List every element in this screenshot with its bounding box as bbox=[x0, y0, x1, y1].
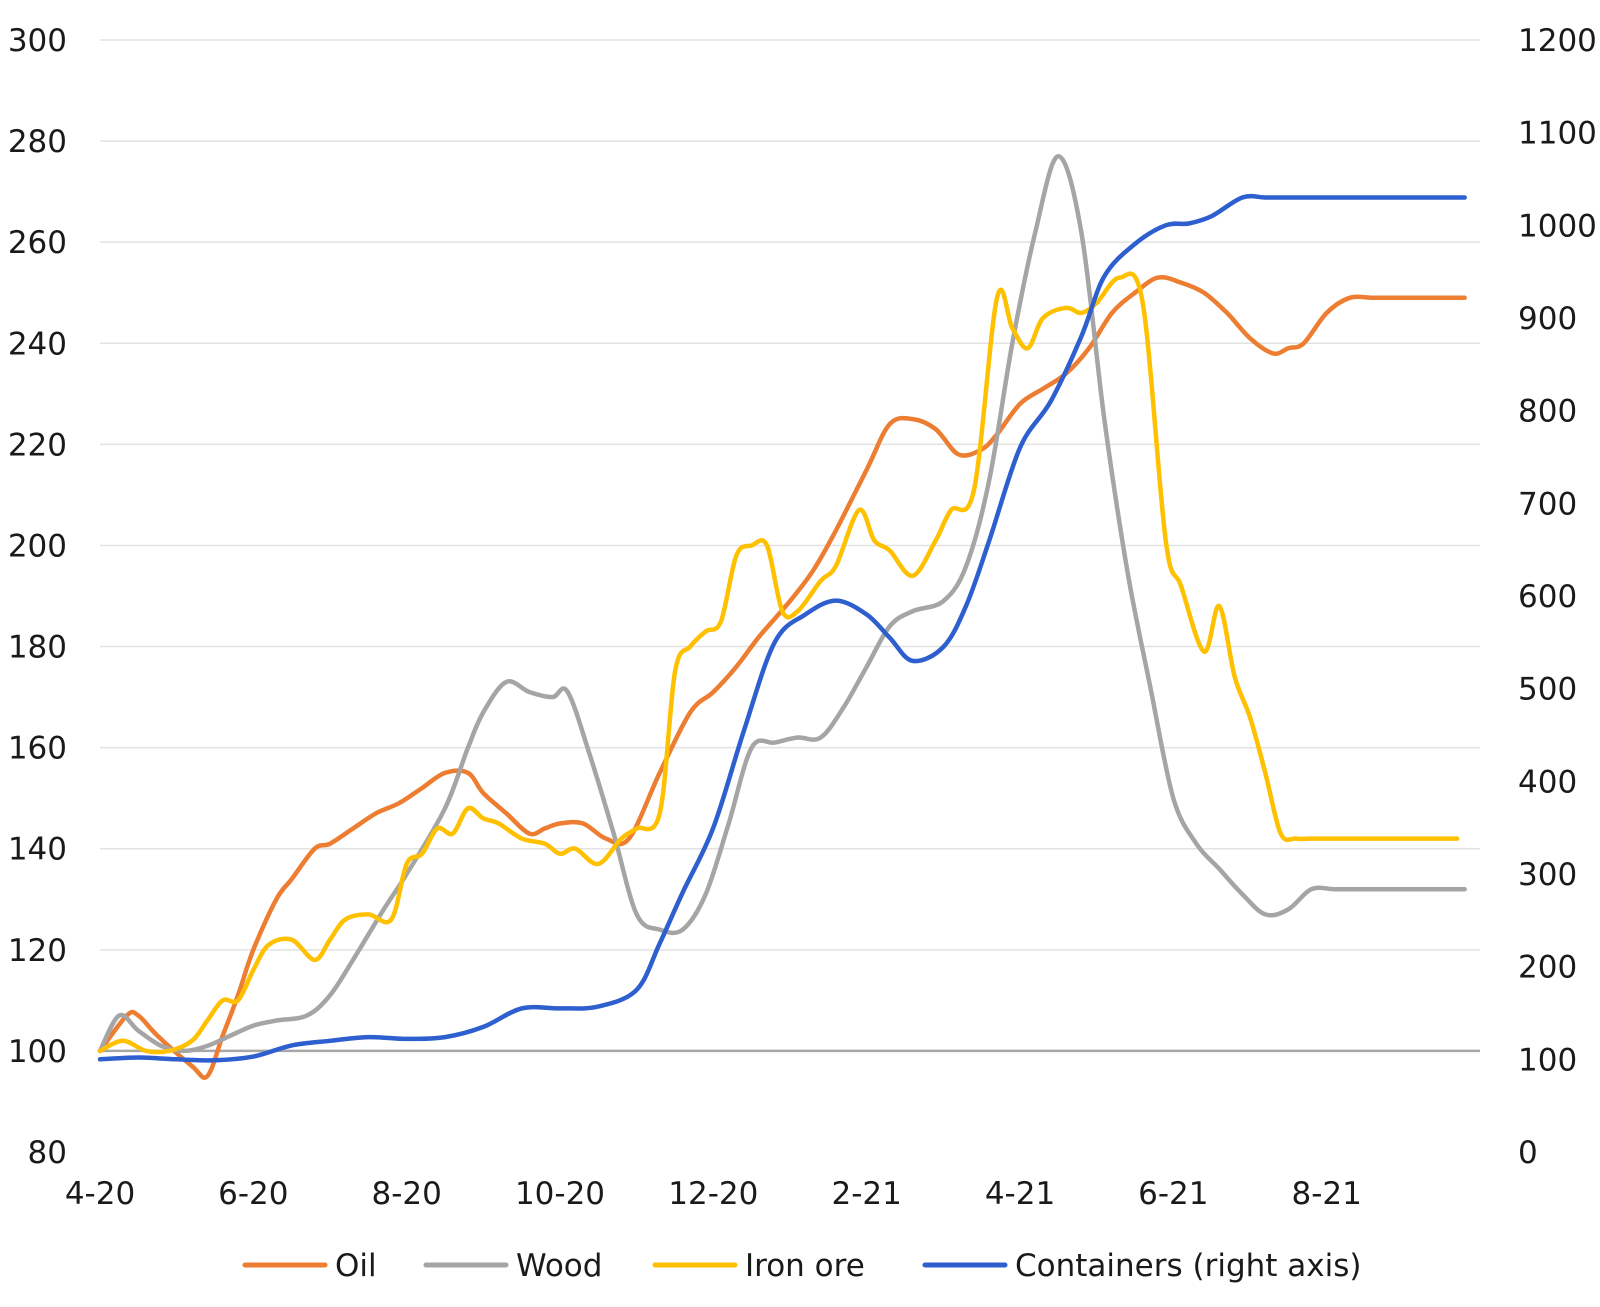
right-tick-label-600: 600 bbox=[1518, 579, 1577, 615]
left-tick-label-300: 300 bbox=[8, 23, 67, 59]
left-tick-label-140: 140 bbox=[8, 832, 67, 868]
x-tick-label-6-20: 6-20 bbox=[218, 1176, 288, 1212]
left-tick-label-260: 260 bbox=[8, 225, 67, 261]
legend-label-containers-right-axis: Containers (right axis) bbox=[1015, 1248, 1361, 1284]
right-tick-label-500: 500 bbox=[1518, 672, 1577, 708]
x-tick-label-4-21: 4-21 bbox=[985, 1176, 1055, 1212]
x-tick-label-4-20: 4-20 bbox=[65, 1176, 135, 1212]
right-tick-label-1000: 1000 bbox=[1518, 208, 1597, 244]
right-tick-label-300: 300 bbox=[1518, 857, 1577, 893]
series-line-iron-ore bbox=[97, 271, 1460, 1055]
x-tick-label-6-21: 6-21 bbox=[1138, 1176, 1208, 1212]
right-tick-label-1200: 1200 bbox=[1518, 23, 1597, 59]
right-tick-label-1100: 1100 bbox=[1518, 116, 1597, 152]
left-tick-label-280: 280 bbox=[8, 124, 67, 160]
legend-label-oil: Oil bbox=[335, 1248, 377, 1284]
right-tick-label-200: 200 bbox=[1518, 950, 1577, 986]
x-tick-label-10-20: 10-20 bbox=[515, 1176, 605, 1212]
legend-label-wood: Wood bbox=[516, 1248, 602, 1284]
series-line-wood bbox=[97, 154, 1467, 1054]
left-y-axis: 80 100 120 140 160 180 200 220 240 260 280 300 bbox=[8, 23, 67, 1171]
right-tick-label-400: 400 bbox=[1518, 764, 1577, 800]
legend-item-iron-ore: Iron ore bbox=[652, 1248, 865, 1284]
left-tick-label-160: 160 bbox=[8, 731, 67, 767]
left-tick-label-240: 240 bbox=[8, 326, 67, 362]
right-tick-label-800: 800 bbox=[1518, 394, 1577, 430]
right-tick-label-700: 700 bbox=[1518, 486, 1577, 522]
x-axis: 4-20 6-20 8-20 10-20 12-20 2-21 4-21 6-21 8-21 bbox=[65, 1176, 1362, 1212]
series-line-containers-right-axis bbox=[97, 193, 1467, 1063]
legend-item-containers-right-axis: Containers (right axis) bbox=[922, 1248, 1361, 1284]
x-tick-label-2-21: 2-21 bbox=[831, 1176, 901, 1212]
x-tick-label-8-21: 8-21 bbox=[1291, 1176, 1361, 1212]
left-tick-label-80: 80 bbox=[28, 1135, 67, 1171]
left-tick-label-220: 220 bbox=[8, 427, 67, 463]
left-tick-label-180: 180 bbox=[8, 630, 67, 666]
x-tick-label-12-20: 12-20 bbox=[668, 1176, 758, 1212]
left-tick-label-120: 120 bbox=[8, 933, 67, 969]
legend-item-wood: Wood bbox=[423, 1248, 602, 1284]
legend: Oil Wood Iron ore Containers (right axis) bbox=[242, 1248, 1361, 1284]
legend-label-iron-ore: Iron ore bbox=[745, 1248, 865, 1284]
series-lines bbox=[97, 154, 1467, 1080]
left-tick-label-100: 100 bbox=[8, 1034, 67, 1070]
series-line-oil bbox=[97, 274, 1467, 1080]
right-tick-label-900: 900 bbox=[1518, 301, 1577, 337]
right-y-axis: 0 100 200 300 400 500 600 700 800 900 1000 1100 1200 bbox=[1518, 23, 1597, 1171]
right-tick-label-100: 100 bbox=[1518, 1042, 1577, 1078]
gridlines bbox=[100, 39, 1480, 951]
x-tick-label-8-20: 8-20 bbox=[371, 1176, 441, 1212]
legend-item-oil: Oil bbox=[242, 1248, 377, 1284]
right-tick-label-0: 0 bbox=[1518, 1135, 1538, 1171]
left-tick-label-200: 200 bbox=[8, 528, 67, 564]
